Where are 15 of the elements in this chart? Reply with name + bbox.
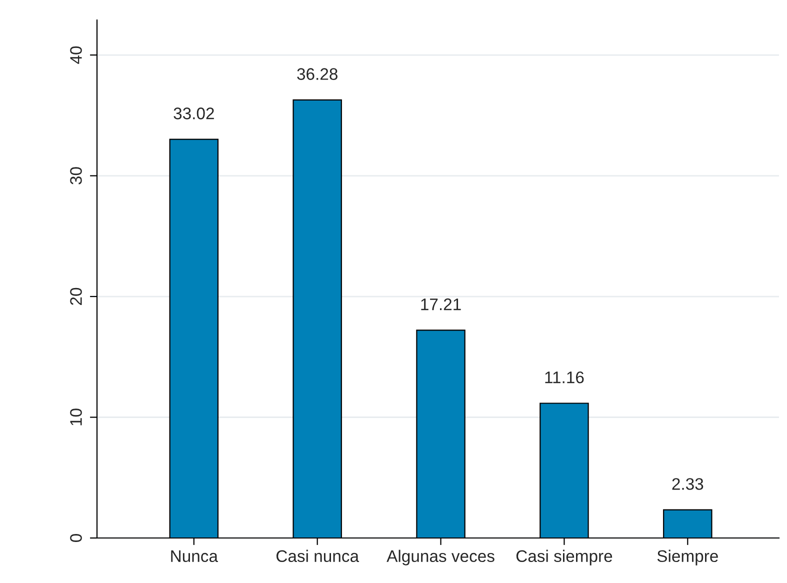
data-label: 36.28 bbox=[297, 68, 338, 80]
data-label: 11.16 bbox=[545, 371, 584, 384]
data-label: 33.02 bbox=[174, 108, 214, 120]
data-label: 17.21 bbox=[421, 298, 461, 310]
y-tick-label: 30 bbox=[70, 167, 82, 184]
x-tick-label: Casi nunca bbox=[276, 550, 360, 562]
y-tick-label: 20 bbox=[70, 288, 82, 305]
x-tick-label: Algunas veces bbox=[386, 550, 494, 566]
y-tick-label: 0 bbox=[70, 534, 82, 542]
y-tick-label: 10 bbox=[70, 408, 82, 426]
x-tick-label: Casi siempre bbox=[516, 550, 612, 566]
x-tick-label: Nunca bbox=[171, 550, 218, 562]
data-label: 2.33 bbox=[672, 478, 704, 490]
y-tick-label: 40 bbox=[70, 46, 82, 64]
x-tick-label: Siempre bbox=[657, 550, 718, 566]
